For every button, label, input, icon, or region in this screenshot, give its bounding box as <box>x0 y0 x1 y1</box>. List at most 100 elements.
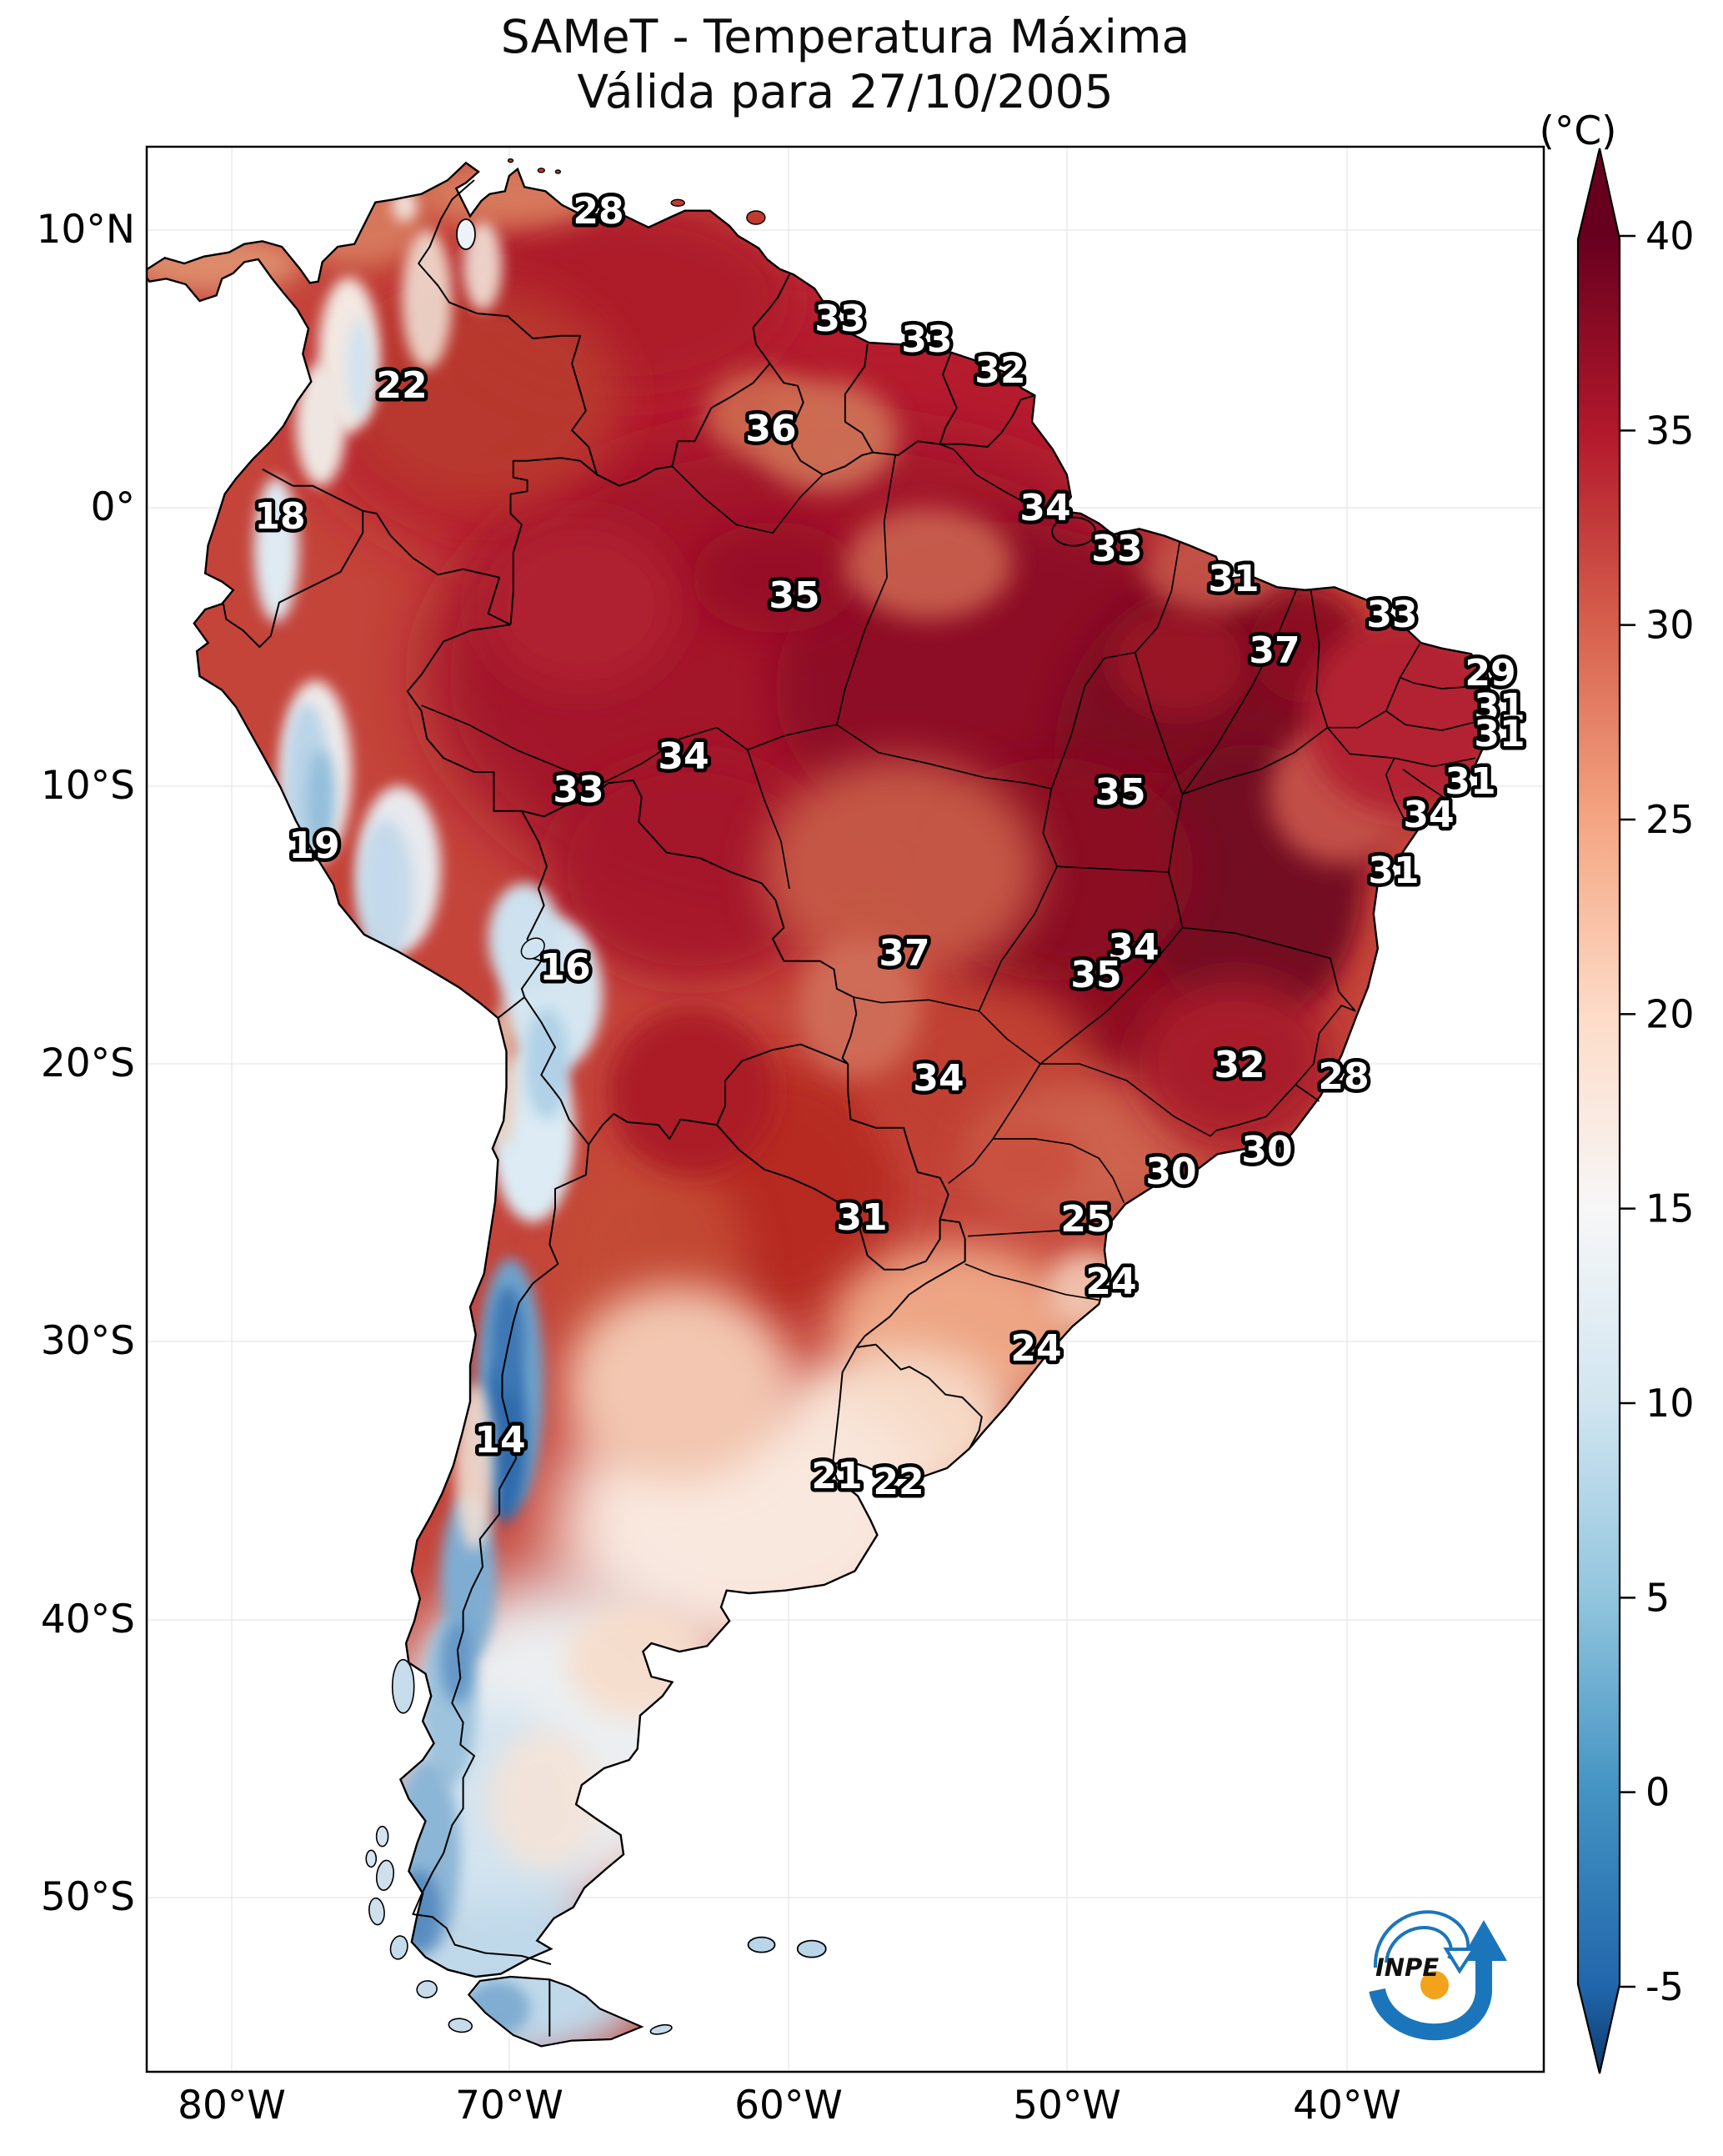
logo-text: INPE <box>1375 1953 1439 1982</box>
colorbar-tick-label: 40 <box>1645 213 1695 258</box>
station-temp-label: 25 <box>1060 1198 1111 1241</box>
station-temp-label: 22 <box>873 1461 924 1503</box>
country-border <box>855 1218 966 1348</box>
colorbar-tick-label: 20 <box>1645 991 1695 1036</box>
country-border <box>223 510 364 648</box>
state-border <box>1117 940 1142 954</box>
state-border <box>1039 927 1184 1065</box>
station-temp-label: 34 <box>1108 926 1159 969</box>
station-temp-label: 31 <box>1474 686 1525 729</box>
state-border <box>1385 757 1410 829</box>
map-subtitle: Válida para 27/10/2005 <box>577 65 1114 118</box>
country-border <box>716 1043 849 1126</box>
state-border <box>964 1263 1099 1301</box>
station-temp-label: 34 <box>913 1057 964 1100</box>
patagonia-islet <box>389 1935 408 1960</box>
lat-tick-label: 40°S <box>40 1597 135 1642</box>
lon-tick-label: 50°W <box>1013 2083 1121 2128</box>
station-temp-label: 14 <box>474 1419 525 1462</box>
state-border <box>1210 1084 1296 1137</box>
patagonia-islet <box>365 1849 378 1868</box>
station-temp-label: 28 <box>1318 1055 1369 1098</box>
country-border <box>262 468 363 512</box>
patagonia-islet <box>416 1980 438 1998</box>
country-border <box>769 363 874 476</box>
patagonia-islet <box>375 1859 394 1891</box>
colorbar-bar <box>1576 148 1621 2074</box>
state-border <box>836 454 896 725</box>
state-border <box>978 1010 1041 1065</box>
coastline <box>147 161 1494 1978</box>
colorbar-unit-label: (°C) <box>1539 108 1617 154</box>
state-border <box>1295 1005 1356 1102</box>
lat-tick-label: 50°S <box>40 1874 135 1920</box>
state-border <box>747 724 838 751</box>
state-border <box>1050 541 1181 790</box>
station-temp-label: 29 <box>1465 652 1515 694</box>
falkland-island <box>796 1939 827 1958</box>
logo-swoosh-arrow <box>1369 1958 1492 2041</box>
country-border <box>831 1346 858 1466</box>
country-border <box>520 810 548 998</box>
state-border <box>968 1226 1108 1237</box>
state-border <box>1042 788 1058 867</box>
colorbar-tick-label: 35 <box>1645 408 1695 453</box>
logo-spiral-outer <box>1373 1910 1470 1968</box>
station-temp-label: 33 <box>553 769 604 811</box>
station-temp-label: 16 <box>539 946 590 989</box>
colorbar-tick-label: 10 <box>1645 1381 1695 1426</box>
station-temp-label: 24 <box>1085 1261 1136 1303</box>
logo-spiral-inner <box>1385 1926 1453 1963</box>
state-border <box>1327 709 1487 731</box>
station-temp-label: 35 <box>1070 954 1121 996</box>
lat-tick-label: 0° <box>90 484 135 530</box>
country-border <box>363 509 511 626</box>
station-temp-label: 32 <box>974 349 1025 392</box>
tierra-del-fuego-outline <box>467 1975 644 2048</box>
state-border <box>993 1138 1125 1204</box>
state-border <box>853 996 979 1012</box>
lon-tick-label: 40°W <box>1293 2083 1401 2128</box>
state-border <box>939 443 1035 509</box>
station-temp-label: 21 <box>811 1455 862 1497</box>
country-border <box>752 273 790 364</box>
station-temp-label: 19 <box>288 825 339 867</box>
lon-tick-label: 80°W <box>178 2083 286 2128</box>
station-temp-label: 28 <box>573 190 624 233</box>
lon-tick-label: 60°W <box>734 2083 843 2128</box>
colorbar: 40 35 30 25 20 15 10 5 0 -5 <box>1576 148 1695 2074</box>
state-border <box>421 704 604 785</box>
station-temp-label: 34 <box>1019 487 1070 529</box>
country-border <box>588 1113 718 1146</box>
state-border <box>1168 871 1356 1012</box>
state-border <box>836 724 1052 790</box>
country-border <box>523 996 589 1146</box>
station-temp-label: 34 <box>1403 794 1454 836</box>
state-border <box>1402 769 1448 801</box>
state-border <box>1182 727 1329 795</box>
caribbean-island <box>746 210 766 225</box>
state-border <box>992 1063 1041 1140</box>
caribbean-island <box>554 169 562 174</box>
country-border <box>521 780 858 1065</box>
state-border <box>978 865 1058 1012</box>
state-border <box>1400 676 1481 689</box>
station-temp-label: 37 <box>1249 629 1300 672</box>
state-border <box>1181 588 1298 795</box>
station-temp-label: 30 <box>1145 1151 1196 1193</box>
caribbean-island <box>537 168 545 173</box>
patagonia-islet <box>368 1897 385 1926</box>
station-temp-label: 22 <box>376 364 427 407</box>
lat-tick-label: 10°N <box>36 207 135 253</box>
station-temp-label: 18 <box>254 495 305 538</box>
station-temp-label: 31 <box>1474 713 1525 755</box>
lat-tick-label: 30°S <box>40 1318 135 1364</box>
country-border <box>873 440 940 456</box>
patagonia-islet <box>375 1825 389 1848</box>
colorbar-tick-label: -5 <box>1645 1964 1684 2009</box>
station-temp-label: 34 <box>658 735 709 778</box>
state-border <box>746 750 790 890</box>
colorbar-tick-label: 5 <box>1645 1575 1670 1620</box>
